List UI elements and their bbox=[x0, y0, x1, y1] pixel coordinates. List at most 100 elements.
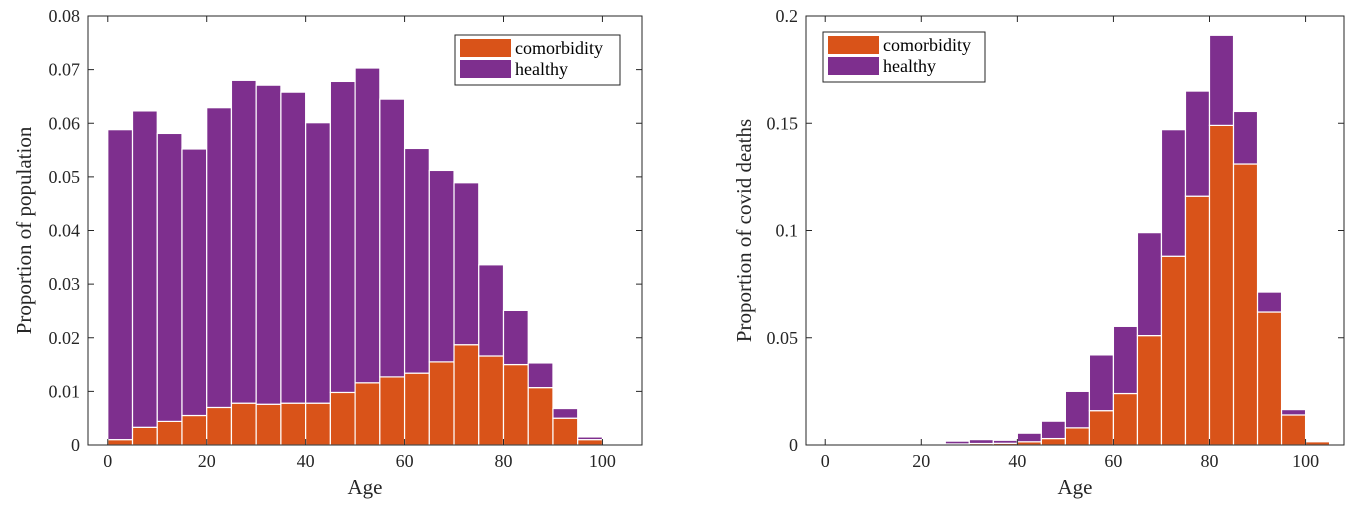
bar-healthy-7 bbox=[280, 91, 307, 404]
bar-comorbidity-14 bbox=[453, 344, 480, 446]
bar-comorbidity-5 bbox=[230, 402, 257, 446]
bar-comorbidity-4 bbox=[206, 406, 233, 446]
y-tick-label: 0.06 bbox=[49, 113, 81, 133]
x-tick-label: 60 bbox=[1104, 451, 1122, 471]
bar-healthy-0 bbox=[107, 129, 134, 441]
covid-deaths-chart: 0 20 40 60 80 100 0 0.05 0.1 0.15 0.2 Age Proporti… bbox=[732, 6, 1345, 499]
bar-healthy-14 bbox=[453, 182, 480, 346]
bar-comorbidity-9 bbox=[329, 391, 356, 446]
bar-comorbidity-0 bbox=[107, 439, 134, 446]
bar-healthy-10 bbox=[354, 67, 381, 384]
legend-label-comorbidity: comorbidity bbox=[883, 35, 971, 55]
ticks: 0 20 40 60 80 100 0 0.05 0.1 0.15 0.2 bbox=[767, 6, 1344, 471]
bar-comorbidity-2 bbox=[156, 420, 183, 446]
y-axis-label: Proportion of population bbox=[12, 126, 36, 334]
bar-comorbidity-1 bbox=[131, 426, 158, 446]
bar-healthy-18 bbox=[552, 407, 579, 419]
x-tick-label: 20 bbox=[912, 451, 930, 471]
y-tick-label: 0.03 bbox=[49, 274, 81, 294]
bar-comorbidity-19 bbox=[1280, 414, 1307, 446]
y-tick-label: 0 bbox=[71, 435, 80, 455]
bar-comorbidity-11 bbox=[379, 376, 406, 446]
bar-healthy-9 bbox=[329, 80, 356, 394]
y-tick-label: 0.05 bbox=[767, 328, 799, 348]
ticks: 0 20 40 60 80 100 0 0.01 0.02 0.03 0.04 0.05 0.06 0.0… bbox=[49, 6, 642, 471]
y-tick-label: 0.2 bbox=[776, 6, 799, 26]
bar-healthy-16 bbox=[502, 309, 529, 366]
bar-comorbidity-13 bbox=[1136, 335, 1163, 446]
bar-comorbidity-15 bbox=[1184, 195, 1211, 446]
y-tick-label: 0 bbox=[789, 435, 798, 455]
bar-comorbidity-16 bbox=[502, 363, 529, 446]
bar-comorbidity-18 bbox=[552, 417, 579, 446]
bar-comorbidity-17 bbox=[1232, 163, 1259, 446]
y-tick-label: 0.15 bbox=[767, 113, 799, 133]
bar-healthy-6 bbox=[255, 84, 282, 405]
bar-healthy-5 bbox=[230, 79, 257, 404]
bar-comorbidity-19 bbox=[577, 439, 604, 446]
bar-healthy-17 bbox=[527, 362, 554, 389]
bar-comorbidity-8 bbox=[305, 402, 331, 446]
x-tick-label: 60 bbox=[396, 451, 414, 471]
x-tick-label: 40 bbox=[297, 451, 315, 471]
bar-comorbidity-16 bbox=[1208, 124, 1235, 446]
x-tick-label: 0 bbox=[821, 451, 830, 471]
x-axis-label: Age bbox=[1058, 475, 1093, 499]
bar-healthy-4 bbox=[206, 107, 233, 409]
y-tick-label: 0.04 bbox=[49, 221, 81, 241]
bar-comorbidity-15 bbox=[478, 355, 505, 446]
bar-healthy-2 bbox=[156, 132, 183, 423]
x-tick-label: 40 bbox=[1008, 451, 1026, 471]
y-axis-label: Proportion of covid deaths bbox=[732, 119, 756, 342]
bar-healthy-9 bbox=[1040, 420, 1066, 440]
legend-label-comorbidity: comorbidity bbox=[515, 38, 603, 58]
y-tick-label: 0.08 bbox=[49, 6, 81, 26]
bar-healthy-15 bbox=[1184, 90, 1211, 197]
bar-comorbidity-14 bbox=[1160, 255, 1187, 446]
y-tick-label: 0.02 bbox=[49, 328, 81, 348]
bar-healthy-14 bbox=[1160, 129, 1187, 257]
x-axis-label: Age bbox=[348, 475, 383, 499]
bar-healthy-12 bbox=[403, 147, 430, 374]
y-tick-label: 0.1 bbox=[776, 221, 799, 241]
bar-healthy-17 bbox=[1232, 110, 1259, 165]
bar-healthy-13 bbox=[1136, 232, 1163, 337]
x-tick-label: 20 bbox=[198, 451, 216, 471]
bar-healthy-13 bbox=[428, 169, 455, 363]
x-tick-label: 100 bbox=[1292, 451, 1319, 471]
legend-swatch-healthy bbox=[460, 60, 511, 78]
bar-healthy-11 bbox=[1088, 354, 1115, 412]
bar-healthy-15 bbox=[478, 264, 505, 357]
bar-healthy-4 bbox=[920, 443, 946, 446]
bar-healthy-12 bbox=[1112, 325, 1139, 395]
bar-healthy-1 bbox=[131, 110, 158, 428]
legend-swatch-healthy bbox=[828, 57, 879, 75]
bar-healthy-10 bbox=[1064, 390, 1091, 429]
bar-comorbidity-10 bbox=[354, 382, 381, 446]
bar-healthy-16 bbox=[1208, 34, 1235, 126]
legend-label-healthy: healthy bbox=[883, 56, 936, 76]
bar-healthy-18 bbox=[1256, 291, 1283, 313]
x-tick-label: 100 bbox=[589, 451, 616, 471]
bar-comorbidity-3 bbox=[181, 414, 208, 446]
x-tick-label: 80 bbox=[495, 451, 513, 471]
x-tick-label: 0 bbox=[103, 451, 112, 471]
bar-comorbidity-6 bbox=[255, 403, 282, 446]
legend-label-healthy: healthy bbox=[515, 59, 568, 79]
bar-comorbidity-11 bbox=[1088, 410, 1115, 446]
y-tick-label: 0.05 bbox=[49, 167, 81, 187]
population-chart: 0 20 40 60 80 100 0 0.01 0.02 0.03 0.04 0.05 0.06 0.0… bbox=[12, 6, 643, 499]
bar-comorbidity-7 bbox=[280, 402, 307, 446]
bar-healthy-6 bbox=[968, 439, 994, 445]
x-tick-label: 80 bbox=[1201, 451, 1219, 471]
bar-healthy-7 bbox=[992, 439, 1018, 444]
bars bbox=[920, 34, 1331, 446]
bar-healthy-3 bbox=[181, 148, 208, 417]
bar-comorbidity-13 bbox=[428, 361, 455, 446]
bar-healthy-8 bbox=[305, 122, 331, 404]
bar-comorbidity-12 bbox=[403, 372, 430, 446]
y-tick-label: 0.07 bbox=[49, 60, 81, 80]
